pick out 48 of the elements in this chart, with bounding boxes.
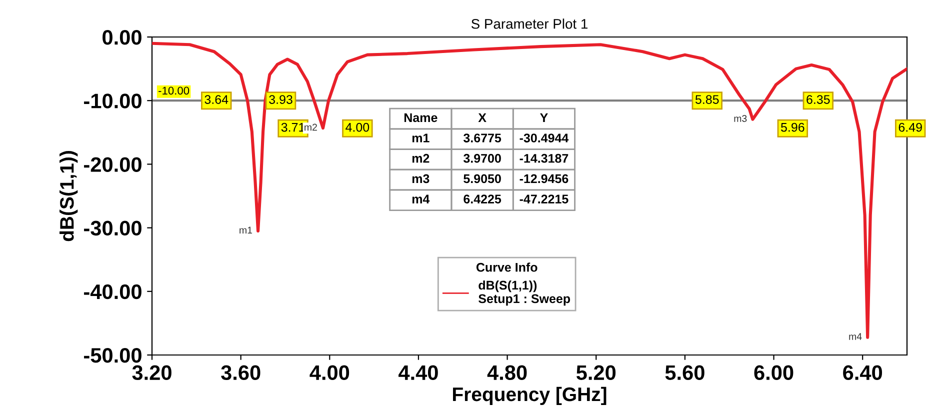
y-tick-label: -30.00 bbox=[84, 220, 142, 236]
x-tick-label: 5.20 bbox=[576, 365, 616, 380]
ref-line-label: -10.00 bbox=[158, 86, 190, 95]
annotation: m4 bbox=[412, 194, 430, 204]
y-tick-label: -10.00 bbox=[84, 94, 142, 108]
y-tick-label: -50.00 bbox=[84, 348, 142, 363]
annotation: m2 bbox=[304, 124, 317, 131]
annotation: 6.49 bbox=[898, 122, 922, 132]
annotation: -47.2215 bbox=[520, 194, 568, 204]
annotation: -30.4944 bbox=[520, 134, 569, 142]
chart-title: S Parameter Plot 1 bbox=[471, 18, 588, 29]
x-tick-label: 4.00 bbox=[310, 365, 350, 380]
y-tick-label: 0.00 bbox=[102, 30, 142, 45]
annotation: 3.6775 bbox=[463, 134, 502, 142]
x-tick-label: 3.20 bbox=[132, 365, 172, 380]
annotation: m3 bbox=[734, 115, 747, 122]
annotation: -14.3187 bbox=[520, 154, 568, 163]
annotation: 5.9050 bbox=[464, 174, 501, 184]
annotation: m2 bbox=[412, 154, 430, 163]
annotation: 5.85 bbox=[695, 95, 719, 104]
annotation: 3.93 bbox=[269, 95, 292, 104]
x-axis-title: Frequency [GHz] bbox=[453, 386, 606, 406]
annotation: -12.9456 bbox=[520, 174, 568, 184]
annotation: 3.71 bbox=[281, 122, 305, 132]
annotation: 6.35 bbox=[806, 95, 830, 104]
annotation: 4.00 bbox=[346, 122, 370, 132]
annotation: 5.96 bbox=[780, 122, 804, 132]
annotation: m1 bbox=[240, 226, 252, 234]
y-axis-title: dB(S(1,1)) bbox=[60, 151, 78, 242]
annotation: m4 bbox=[849, 333, 862, 340]
x-tick-label: 4.80 bbox=[487, 365, 527, 380]
legend-title: Curve Info bbox=[476, 262, 538, 272]
x-tick-label: 4.40 bbox=[398, 365, 438, 380]
annotation: 6.4225 bbox=[464, 194, 502, 204]
y-tick-label: -40.00 bbox=[84, 284, 142, 300]
annotation: 3.64 bbox=[204, 95, 228, 104]
x-tick-label: 6.00 bbox=[754, 365, 794, 380]
x-tick-label: 5.60 bbox=[665, 365, 704, 380]
y-tick-label: -20.00 bbox=[84, 157, 142, 172]
annotation: X bbox=[478, 113, 486, 122]
annotation: Y bbox=[540, 113, 548, 122]
annotation: m1 bbox=[412, 134, 430, 142]
annotation: m3 bbox=[412, 174, 430, 184]
x-tick-label: 6.40 bbox=[843, 365, 882, 380]
annotation: Name bbox=[404, 113, 438, 122]
annotation: 3.9700 bbox=[463, 154, 501, 163]
x-tick-label: 3.60 bbox=[221, 365, 260, 380]
legend-label: dB(S(1,1)) Setup1 : Sweep bbox=[478, 280, 570, 306]
